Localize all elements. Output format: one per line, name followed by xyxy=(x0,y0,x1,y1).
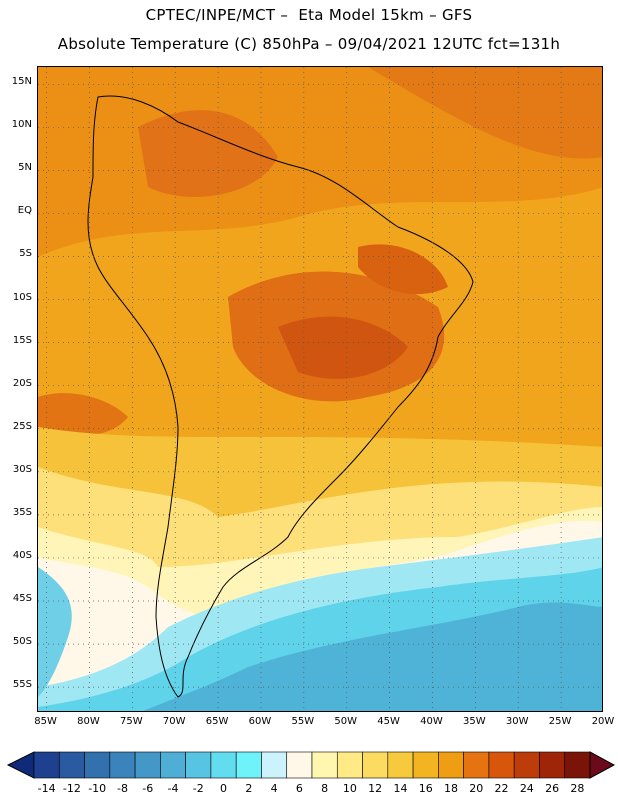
colorbar-swatch xyxy=(564,751,591,779)
colorbar-swatch xyxy=(84,751,111,779)
longitude-label: 65W xyxy=(205,716,229,727)
colorbar-tick-label: -2 xyxy=(192,782,204,795)
field-south-blue xyxy=(143,602,602,711)
colorbar-swatch xyxy=(33,751,60,779)
longitude-label: 30W xyxy=(505,716,529,727)
longitude-label: 80W xyxy=(77,716,100,727)
latitude-label: 15N xyxy=(11,76,32,88)
map-canvas xyxy=(38,67,602,711)
latitude-label: 15S xyxy=(12,334,32,346)
colorbar-swatch xyxy=(336,751,363,779)
colorbar-swatch xyxy=(488,751,515,779)
latitude-label: EQ xyxy=(17,205,32,217)
longitude-label: 45W xyxy=(377,716,400,727)
colorbar-swatch xyxy=(311,751,338,779)
temperature-map xyxy=(37,66,603,712)
colorbar-tick-label: 4 xyxy=(270,782,278,795)
latitude-label: 45S xyxy=(12,593,32,605)
longitude-label: 85W xyxy=(34,716,57,727)
latitude-label: 5N xyxy=(18,162,32,174)
colorbar-swatch xyxy=(134,751,161,779)
colorbar-swatch xyxy=(513,751,540,779)
title-line-model: CPTEC/INPE/MCT – Eta Model 15km – GFS xyxy=(145,6,473,24)
latitude-label: 10N xyxy=(11,119,32,131)
colorbar-tick-label: -8 xyxy=(116,782,128,795)
colorbar-tick-label: 28 xyxy=(570,782,585,795)
colorbar-tick-label: 22 xyxy=(494,782,509,795)
colorbar-tick-label: 14 xyxy=(393,782,408,795)
longitude-label: 75W xyxy=(120,716,143,727)
longitude-label: 35W xyxy=(463,716,486,727)
colorbar-tick-label: 20 xyxy=(469,782,484,795)
colorbar-tick-label: -14 xyxy=(37,782,56,795)
colorbar-swatch xyxy=(362,751,389,779)
longitude-label: 50W xyxy=(334,716,358,727)
colorbar-min-arrow xyxy=(6,751,35,779)
field-northeast-hot xyxy=(358,244,448,295)
latitude-label: 25S xyxy=(12,420,32,432)
latitude-label: 50S xyxy=(12,636,32,648)
field-andes-north-hot xyxy=(138,110,278,197)
latitude-label: 10S xyxy=(12,291,32,303)
longitude-label: 20W xyxy=(591,716,615,727)
colorbar-swatch xyxy=(109,751,136,779)
latitude-label: 40S xyxy=(12,549,32,561)
latitude-label: 30S xyxy=(12,463,32,475)
colorbar-tick-label: 12 xyxy=(368,782,383,795)
colorbar-swatch xyxy=(160,751,186,779)
colorbar-tick-label: 26 xyxy=(545,782,560,795)
latitude-label: 55S xyxy=(12,679,32,691)
colorbar-tick-label: -10 xyxy=(88,782,107,795)
field-brazil-core xyxy=(278,316,408,379)
colorbar-swatch xyxy=(58,751,85,779)
colorbar-tick-label: 24 xyxy=(519,782,534,795)
colorbar-swatch xyxy=(261,751,288,779)
latitude-label: 20S xyxy=(12,377,32,389)
longitude-label: 25W xyxy=(548,716,572,727)
colorbar-tick-label: 18 xyxy=(444,782,458,795)
longitude-label: 40W xyxy=(420,716,443,727)
title-line-field: Absolute Temperature (C) 850hPa – 09/04/… xyxy=(57,35,561,53)
latitude-label: 35S xyxy=(12,506,32,518)
longitude-label: 60W xyxy=(248,716,272,727)
field-pacific-warm xyxy=(38,393,128,436)
longitude-label: 55W xyxy=(291,716,315,727)
field-atlantic-north-hot xyxy=(368,67,602,159)
colorbar-swatch xyxy=(235,751,262,779)
colorbar-swatch xyxy=(286,751,313,779)
latitude-label: 5S xyxy=(19,248,32,260)
colorbar-tick-label: -4 xyxy=(167,782,179,795)
colorbar-swatch xyxy=(463,751,490,779)
colorbar-max-arrow xyxy=(589,751,616,779)
longitude-label: 70W xyxy=(162,716,186,727)
colorbar-tick-label: 6 xyxy=(295,782,303,795)
colorbar-swatch xyxy=(412,751,439,779)
colorbar-swatch xyxy=(539,751,566,779)
colorbar-tick-label: 2 xyxy=(245,782,253,795)
colorbar-swatch xyxy=(438,751,464,779)
colorbar-tick-label: 16 xyxy=(418,782,433,795)
colorbar-swatch xyxy=(185,751,212,779)
colorbar-tick-label: -6 xyxy=(142,782,154,795)
colorbar-tick-label: -12 xyxy=(62,782,81,795)
colorbar-tick-label: 10 xyxy=(342,782,357,795)
colorbar-swatch xyxy=(210,751,237,779)
colorbar-tick-label: 0 xyxy=(220,782,228,795)
colorbar xyxy=(6,751,616,779)
colorbar-swatch xyxy=(387,751,414,779)
colorbar-tick-label: 8 xyxy=(321,782,329,795)
field-pacific-south-cyan xyxy=(38,567,72,697)
